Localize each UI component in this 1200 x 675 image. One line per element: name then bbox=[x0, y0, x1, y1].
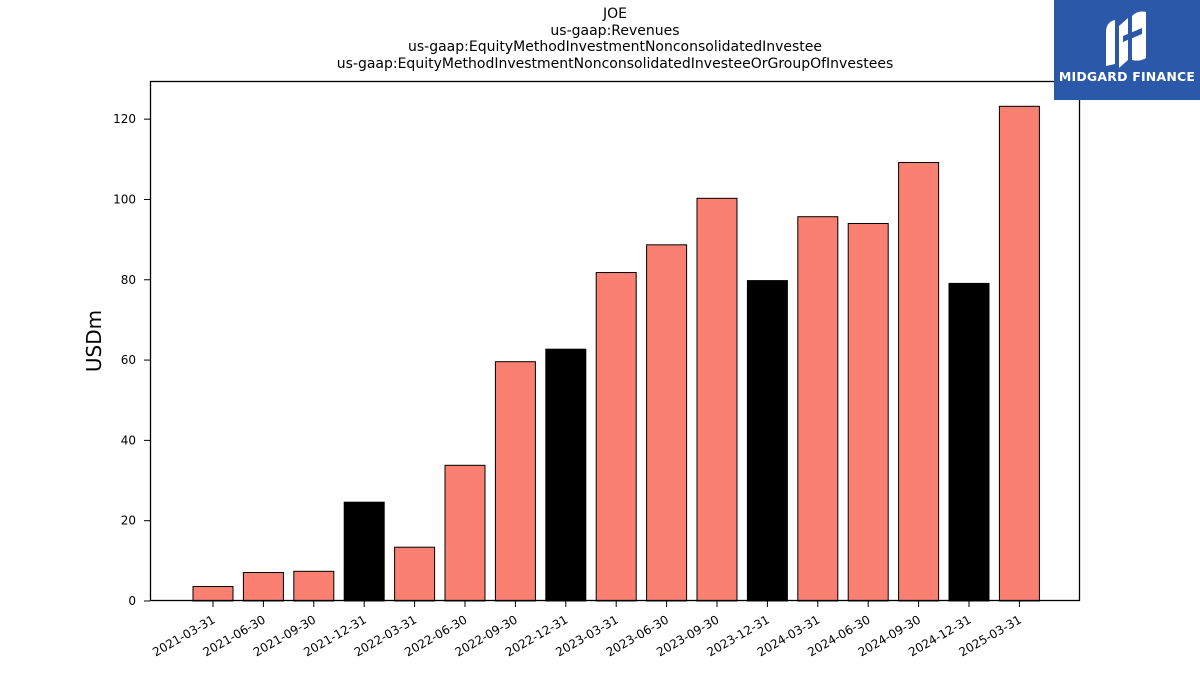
plot-frame bbox=[149, 80, 1081, 602]
y-axis-label: USDm bbox=[82, 310, 106, 372]
bar-2021-06-30 bbox=[242, 572, 284, 602]
bar-2022-09-30 bbox=[494, 361, 536, 602]
y-tick-label: 100 bbox=[113, 192, 136, 206]
bar-2021-03-31 bbox=[192, 586, 234, 602]
bar-2023-06-30 bbox=[646, 244, 688, 602]
title-ticker: JOE bbox=[603, 6, 627, 22]
x-axis: 2021-03-312021-06-302021-09-302021-12-31… bbox=[150, 601, 1024, 659]
midgard-finance-logo: MIDGARD FINANCE bbox=[1054, 0, 1200, 100]
y-tick-label: 60 bbox=[121, 353, 136, 367]
bar-2021-12-31 bbox=[343, 501, 385, 602]
bar-2024-12-31 bbox=[948, 282, 990, 602]
midgard-logo-icon bbox=[1106, 11, 1146, 68]
bar-2022-03-31 bbox=[394, 546, 436, 602]
bar-2023-09-30 bbox=[696, 197, 738, 602]
bar-2021-09-30 bbox=[293, 570, 335, 602]
logo-text: MIDGARD FINANCE bbox=[1058, 69, 1196, 84]
bar-2025-03-31 bbox=[998, 105, 1040, 602]
bar-2024-06-30 bbox=[847, 223, 889, 602]
bars-group bbox=[192, 105, 1040, 602]
title-concept-1: us-gaap:Revenues bbox=[550, 22, 680, 39]
y-tick-label: 40 bbox=[121, 433, 136, 447]
bar-2024-03-31 bbox=[797, 216, 839, 602]
y-tick-label: 80 bbox=[121, 273, 136, 287]
y-tick-label: 120 bbox=[113, 112, 136, 126]
y-axis: 0 20 40 60 80 100 120 bbox=[113, 112, 150, 608]
bar-2022-06-30 bbox=[444, 464, 486, 602]
chart-title: JOE us-gaap:Revenues us-gaap:EquityMetho… bbox=[150, 6, 1080, 72]
bar-2022-12-31 bbox=[545, 348, 587, 602]
bar-2023-03-31 bbox=[595, 272, 637, 602]
y-tick-label: 0 bbox=[128, 594, 136, 608]
bar-2023-12-31 bbox=[746, 280, 788, 602]
y-tick-label: 20 bbox=[121, 514, 136, 528]
bar-2024-09-30 bbox=[898, 162, 940, 602]
title-concept-2: us-gaap:EquityMethodInvestmentNonconsoli… bbox=[408, 39, 822, 55]
title-concept-3: us-gaap:EquityMethodInvestmentNonconsoli… bbox=[336, 55, 894, 72]
